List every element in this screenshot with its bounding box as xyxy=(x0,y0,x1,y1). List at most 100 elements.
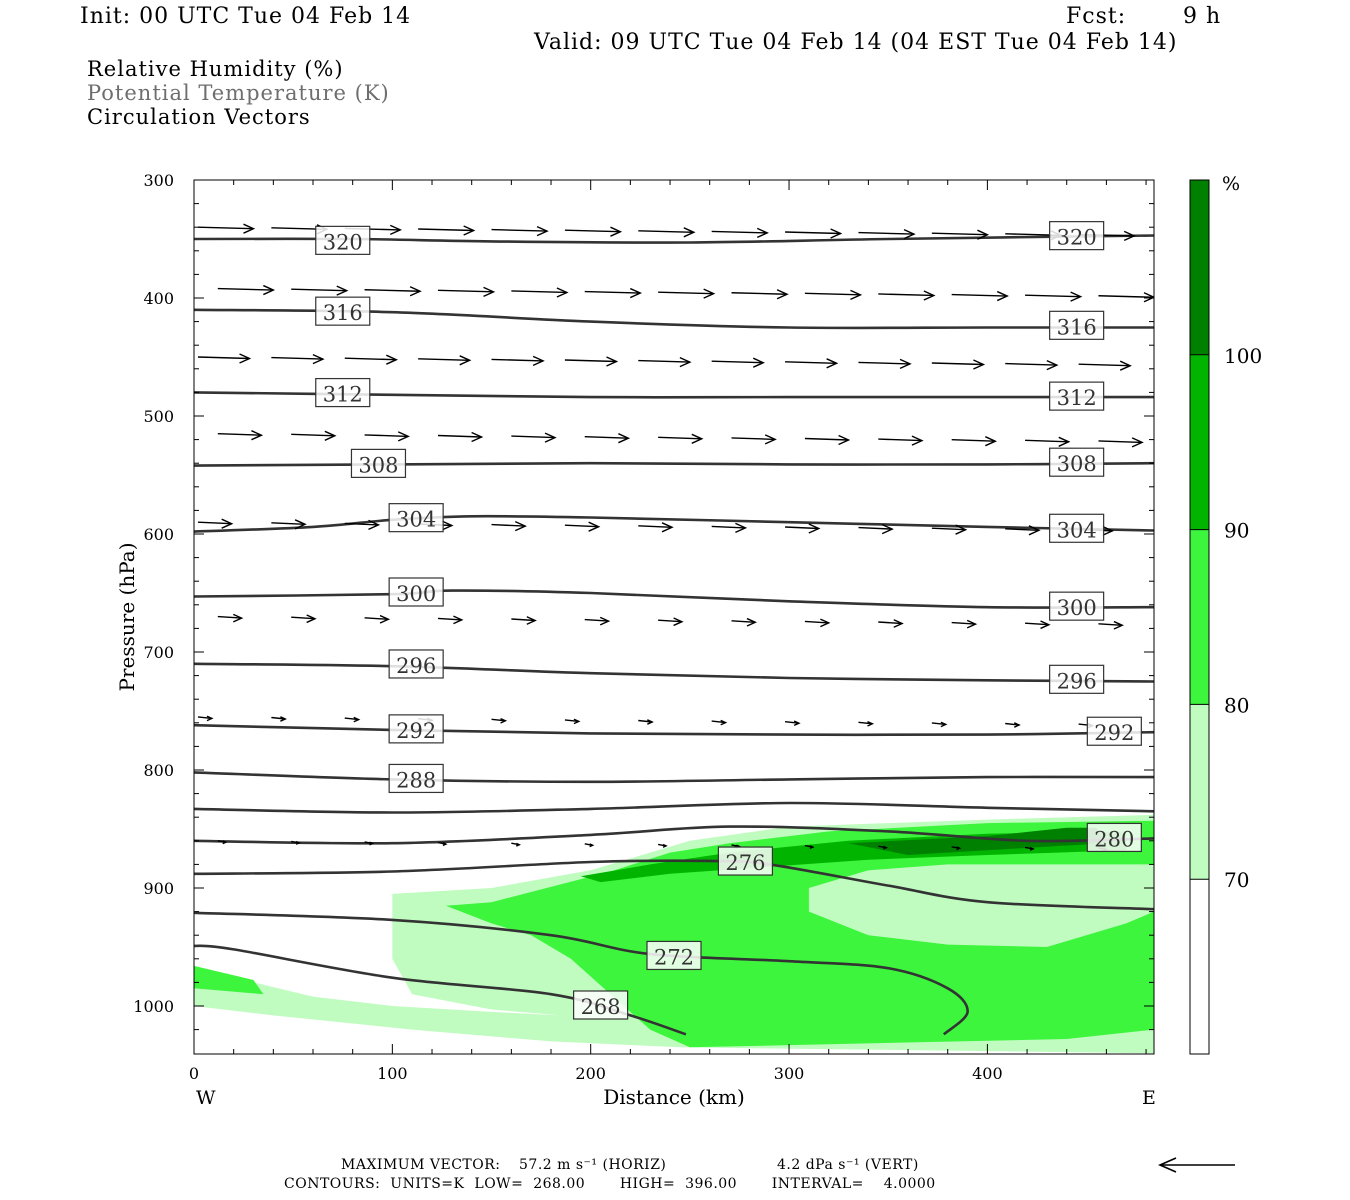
vector-head xyxy=(221,518,234,529)
vector-shaft xyxy=(511,290,567,294)
isentrope-288 xyxy=(194,771,1154,784)
vector-head xyxy=(683,227,696,238)
forecast-hour: 9 h xyxy=(1183,4,1222,29)
vector-shaft xyxy=(364,289,421,292)
isentrope-292 xyxy=(194,723,1154,737)
x-axis-label: Distance (km) xyxy=(603,1085,745,1109)
vector-field xyxy=(197,223,1154,852)
vector-shaft xyxy=(364,434,409,438)
vector-head xyxy=(389,224,402,236)
isentrope-label-box xyxy=(388,763,444,794)
isentrope-label-box xyxy=(1049,664,1105,694)
vector-shaft xyxy=(1098,295,1154,298)
vector-head xyxy=(662,843,668,848)
vector-head xyxy=(206,715,214,722)
vector-shaft xyxy=(638,525,673,528)
vector-shaft xyxy=(804,437,849,441)
vector-head xyxy=(1123,230,1136,242)
vector-head xyxy=(1131,437,1144,448)
vector-head xyxy=(463,225,476,236)
isentrope-label: 296 xyxy=(396,654,436,678)
vector-shaft xyxy=(1025,622,1049,626)
vector-head xyxy=(903,228,916,240)
isentrope-label-box xyxy=(1086,716,1142,746)
vector-head xyxy=(809,845,815,850)
isentrope-label-box xyxy=(315,225,371,255)
vector-shaft xyxy=(344,717,359,721)
vector-head xyxy=(793,720,801,727)
vector-head xyxy=(368,519,381,531)
vector-head xyxy=(1040,620,1051,630)
max-vector-label: MAXIMUM VECTOR: xyxy=(341,1157,501,1173)
vector-shaft xyxy=(878,293,934,297)
field-rh: Relative Humidity (%) xyxy=(87,57,344,81)
max-vector-horiz: 57.2 m s⁻¹ (HORIZ) xyxy=(519,1157,667,1173)
x-tick-label: 200 xyxy=(575,1064,606,1083)
vector-shaft xyxy=(951,621,976,625)
vector-shaft xyxy=(217,615,242,619)
vector-head xyxy=(746,617,758,627)
colorbar-label: 100 xyxy=(1224,344,1262,368)
vector-head xyxy=(588,521,601,532)
vector-head xyxy=(1119,360,1132,371)
vector-shaft xyxy=(291,288,347,292)
vector-head xyxy=(379,614,391,624)
vector-head xyxy=(691,433,704,444)
vector-shaft xyxy=(1025,294,1081,298)
vector-shaft xyxy=(931,527,966,531)
colorbar-segment xyxy=(1190,354,1209,530)
vector-head xyxy=(647,719,654,725)
vector-head xyxy=(1046,359,1059,371)
vector-head xyxy=(353,716,361,723)
isentrope-label: 304 xyxy=(1057,518,1097,542)
vector-shaft xyxy=(418,228,474,232)
vector-head xyxy=(985,436,998,447)
vector-head xyxy=(589,843,595,848)
vector-head xyxy=(808,523,821,534)
isentrope-300 xyxy=(194,589,1154,609)
vector-shaft xyxy=(271,522,306,525)
vector-head xyxy=(453,615,464,625)
vector-shaft xyxy=(711,720,726,724)
vector-shaft xyxy=(564,359,617,363)
isentrope-label-box xyxy=(388,649,444,679)
x-tick-label: 100 xyxy=(377,1064,408,1083)
vector-shaft xyxy=(437,617,462,621)
isentrope-label-box xyxy=(717,846,774,876)
x-tick-label: 0 xyxy=(189,1064,199,1083)
vector-head xyxy=(544,432,557,443)
vector-shaft xyxy=(491,523,526,527)
vector-shaft xyxy=(197,521,232,525)
vector-head xyxy=(263,284,276,296)
vector-head xyxy=(1029,846,1035,851)
reference-vector-head xyxy=(1158,1157,1177,1173)
y-tick-label: 300 xyxy=(143,171,174,190)
colorbar-frame xyxy=(1189,179,1210,1055)
vector-head xyxy=(369,841,375,846)
vector-head xyxy=(661,522,674,533)
vector-shaft xyxy=(584,618,609,622)
isentrope-label: 276 xyxy=(725,851,765,875)
vector-shaft xyxy=(564,524,599,528)
vector-head xyxy=(703,288,716,299)
isentrope-label: 308 xyxy=(358,453,398,477)
vector-head xyxy=(752,357,765,368)
vector-shaft xyxy=(858,361,911,365)
vector-shaft xyxy=(437,289,494,293)
isentrope-308 xyxy=(194,461,1154,467)
vector-head xyxy=(629,287,642,299)
vector-shaft xyxy=(785,361,837,364)
vector-head xyxy=(940,721,948,728)
vector-head xyxy=(312,353,325,365)
vector-head xyxy=(756,227,769,239)
isentrope-label-box xyxy=(1049,447,1105,477)
isentrope-label: 308 xyxy=(1057,452,1097,476)
vector-head xyxy=(923,290,936,301)
colorbar-segment xyxy=(1190,180,1209,355)
vector-shaft xyxy=(491,718,506,722)
colorbar-unit: % xyxy=(1222,173,1240,195)
isentrope-label-box xyxy=(1086,822,1142,853)
vector-shaft xyxy=(951,439,996,442)
vector-shaft xyxy=(931,362,984,366)
